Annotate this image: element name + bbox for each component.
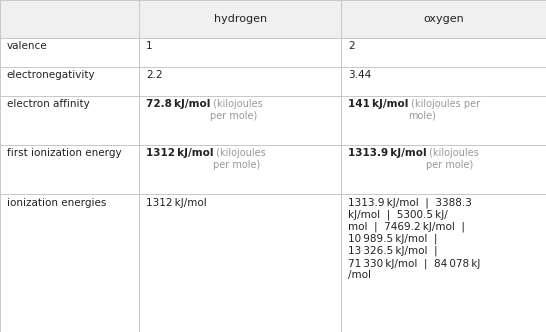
Text: 1: 1 bbox=[146, 41, 152, 51]
Bar bbox=[0, 67, 139, 96]
Text: (kilojoules
per mole): (kilojoules per mole) bbox=[210, 99, 263, 121]
Text: 1313.9 kJ/mol  |  3388.3
kJ/mol  |  5300.5 kJ/
mol  |  7469.2 kJ/mol  |
10 989.5: 1313.9 kJ/mol | 3388.3 kJ/mol | 5300.5 k… bbox=[348, 198, 480, 280]
Bar bbox=[139, 67, 341, 96]
Bar bbox=[139, 0, 341, 38]
Bar bbox=[0, 145, 139, 194]
Text: (kilojoules
per mole): (kilojoules per mole) bbox=[213, 148, 266, 170]
Text: 3.44: 3.44 bbox=[348, 70, 371, 80]
Text: 2.2: 2.2 bbox=[146, 70, 162, 80]
Bar bbox=[341, 194, 546, 332]
Text: 141 kJ/mol: 141 kJ/mol bbox=[348, 99, 408, 109]
Bar bbox=[341, 38, 546, 67]
Text: 1313.9 kJ/mol: 1313.9 kJ/mol bbox=[348, 148, 426, 158]
Text: electron affinity: electron affinity bbox=[7, 99, 90, 109]
Text: hydrogen: hydrogen bbox=[213, 14, 267, 24]
Bar bbox=[0, 0, 139, 38]
Text: 1312 kJ/mol: 1312 kJ/mol bbox=[146, 198, 206, 208]
Text: ionization energies: ionization energies bbox=[7, 198, 106, 208]
Text: valence: valence bbox=[7, 41, 47, 51]
Text: (kilojoules per
mole): (kilojoules per mole) bbox=[408, 99, 480, 121]
Bar bbox=[341, 145, 546, 194]
Text: oxygen: oxygen bbox=[423, 14, 464, 24]
Text: 1312 kJ/mol: 1312 kJ/mol bbox=[146, 148, 213, 158]
Text: (kilojoules
per mole): (kilojoules per mole) bbox=[426, 148, 479, 170]
Bar bbox=[341, 0, 546, 38]
Bar bbox=[0, 96, 139, 145]
Bar bbox=[0, 0, 139, 38]
Bar bbox=[341, 0, 546, 38]
Text: 72.8 kJ/mol: 72.8 kJ/mol bbox=[146, 99, 210, 109]
Bar bbox=[139, 38, 341, 67]
Text: 2: 2 bbox=[348, 41, 354, 51]
Bar bbox=[139, 0, 341, 38]
Bar bbox=[139, 194, 341, 332]
Text: first ionization energy: first ionization energy bbox=[7, 148, 121, 158]
Text: electronegativity: electronegativity bbox=[7, 70, 95, 80]
Bar bbox=[0, 38, 139, 67]
Bar bbox=[0, 194, 139, 332]
Bar bbox=[341, 96, 546, 145]
Bar bbox=[341, 67, 546, 96]
Bar bbox=[139, 96, 341, 145]
Bar bbox=[139, 145, 341, 194]
